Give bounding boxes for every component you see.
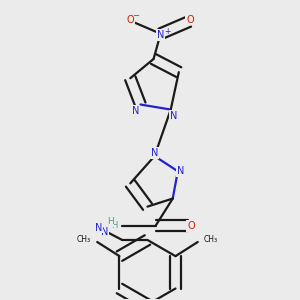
Text: CH₃: CH₃ [77,236,91,244]
Text: O: O [186,15,194,25]
Text: CH₃: CH₃ [204,236,218,244]
Text: H: H [107,217,113,226]
Text: O: O [187,221,195,231]
Text: N: N [170,111,177,121]
Text: N: N [132,106,139,116]
Text: N: N [177,166,184,176]
Text: N: N [157,30,164,40]
Text: +: + [164,27,170,36]
Text: N: N [101,227,109,237]
Text: O: O [127,15,134,25]
Text: N: N [151,148,158,158]
Text: N: N [95,223,103,233]
Text: −: − [132,11,139,20]
Text: H: H [111,221,117,230]
